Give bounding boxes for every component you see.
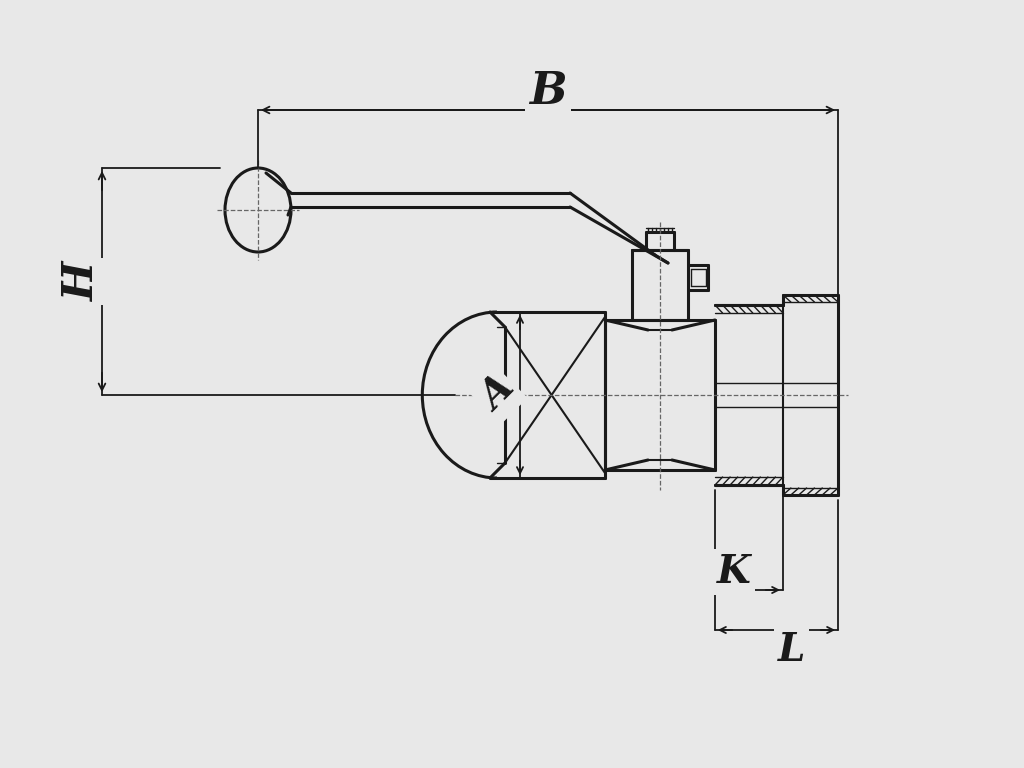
Text: L: L xyxy=(778,631,805,669)
Text: A: A xyxy=(474,371,522,419)
Text: B: B xyxy=(529,71,567,114)
Text: K: K xyxy=(717,553,751,591)
Text: H: H xyxy=(61,262,103,301)
